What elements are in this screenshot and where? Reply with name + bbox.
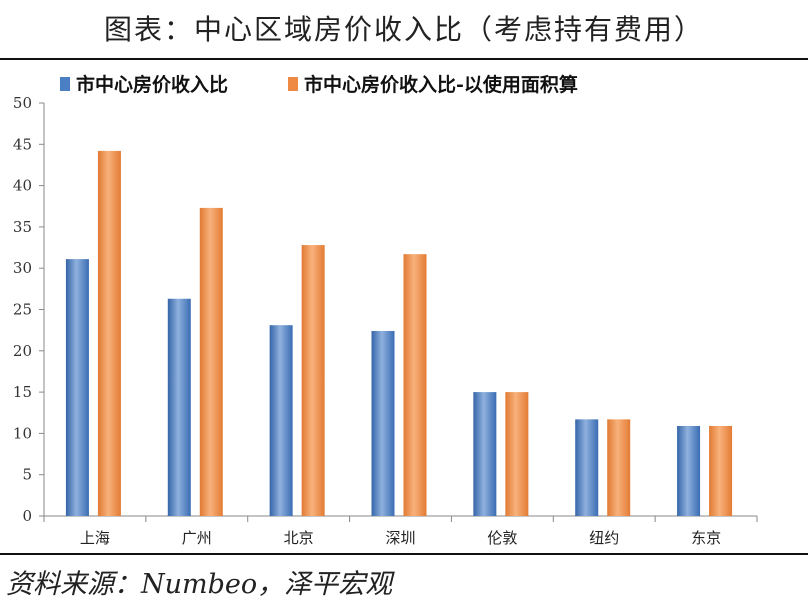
legend-item-series-1: 市中心房价收入比	[60, 70, 228, 97]
source-note: 资料来源：Numbeo，泽平宏观	[6, 569, 393, 600]
y-tick-label: 25	[13, 301, 32, 319]
bar-blue-广州	[167, 298, 191, 516]
top-rule	[0, 58, 808, 60]
legend-swatch-blue	[60, 76, 70, 91]
bar-blue-伦敦	[473, 392, 497, 516]
bar-orange-纽约	[607, 419, 631, 516]
bar-orange-北京	[301, 245, 325, 516]
x-tick-label: 纽约	[589, 529, 619, 547]
x-tick-label: 深圳	[385, 529, 415, 547]
y-tick-label: 5	[22, 466, 32, 484]
x-tick-label: 上海	[80, 529, 110, 547]
bar-orange-上海	[97, 150, 121, 516]
y-tick-label: 15	[13, 383, 32, 401]
x-tick-label: 伦敦	[487, 529, 517, 547]
legend-label: 市中心房价收入比	[76, 74, 229, 96]
y-tick-label: 35	[13, 218, 32, 236]
x-tick-label: 广州	[182, 529, 212, 547]
x-tick-label: 北京	[284, 529, 314, 547]
bar-blue-上海	[65, 259, 89, 516]
legend-item-series-2: 市中心房价收入比-以使用面积算	[288, 70, 578, 97]
y-tick-label: 40	[13, 177, 32, 195]
legend: 市中心房价收入比 市中心房价收入比-以使用面积算	[60, 70, 578, 97]
bar-blue-北京	[269, 325, 293, 516]
y-tick-label: 10	[13, 424, 32, 442]
x-tick-label: 东京	[691, 529, 721, 547]
chart-title: 图表：中心区域房价收入比（考虑持有费用）	[103, 13, 704, 46]
y-tick-label: 20	[13, 342, 32, 360]
bar-orange-东京	[709, 425, 733, 516]
bar-blue-深圳	[371, 330, 395, 516]
y-tick-label: 50	[13, 94, 32, 112]
bar-orange-深圳	[403, 254, 427, 516]
bar-orange-伦敦	[505, 392, 529, 516]
bottom-rule	[0, 553, 808, 555]
legend-label: 市中心房价收入比-以使用面积算	[304, 74, 578, 96]
y-tick-label: 45	[13, 135, 32, 153]
y-tick-label: 0	[22, 507, 32, 525]
bar-blue-纽约	[575, 419, 599, 516]
y-tick-label: 30	[13, 259, 32, 277]
legend-swatch-orange	[288, 76, 299, 91]
bar-blue-东京	[677, 425, 701, 516]
bar-orange-广州	[199, 207, 223, 517]
